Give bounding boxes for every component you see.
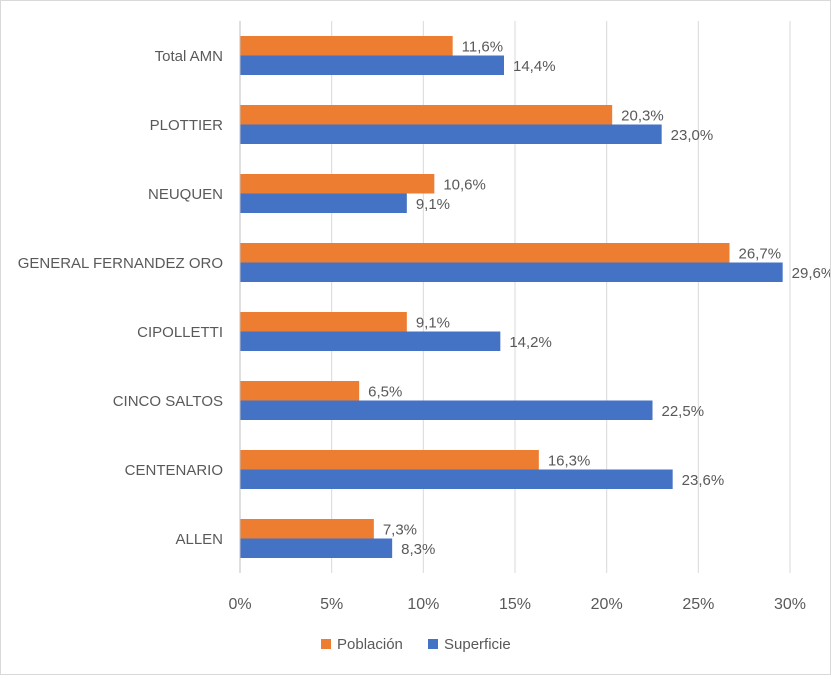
y-tick-label: Total AMN	[155, 48, 223, 65]
data-label: 20,3%	[621, 107, 664, 124]
legend: Población Superficie	[321, 636, 511, 653]
data-label: 6,5%	[368, 383, 402, 400]
legend-swatch	[321, 639, 331, 649]
x-tick-label: 15%	[499, 596, 531, 613]
bar-superficie	[240, 400, 653, 420]
y-tick-label: NEUQUEN	[148, 186, 223, 203]
data-label: 11,6%	[462, 38, 503, 55]
data-label: 10,6%	[443, 176, 486, 193]
bar-superficie	[240, 469, 673, 489]
data-label: 14,4%	[513, 58, 556, 75]
bar-poblacion	[240, 312, 407, 332]
x-tick-label: 25%	[682, 596, 714, 613]
data-label: 7,3%	[383, 521, 417, 538]
bar-superficie	[240, 262, 783, 282]
legend-label: Superficie	[444, 636, 511, 653]
data-label: 26,7%	[739, 245, 782, 262]
data-label: 9,1%	[416, 196, 450, 213]
y-tick-label: GENERAL FERNANDEZ ORO	[18, 255, 223, 272]
bar-poblacion	[240, 105, 613, 125]
x-tick-label: 5%	[320, 596, 343, 613]
data-label: 29,6%	[792, 265, 830, 282]
label-layer: 11,6% 14,4% 20,3% 23,0% 10,6% 9,1% 26,7% 29,6% 9…	[368, 38, 831, 558]
bar-poblacion	[240, 36, 453, 56]
legend-label: Población	[337, 636, 403, 653]
bar-superficie	[240, 538, 393, 558]
bar-poblacion	[240, 519, 374, 539]
y-tick-label: CIPOLLETTI	[137, 324, 223, 341]
grid-layer	[331, 21, 791, 573]
y-tick-label: CENTENARIO	[125, 462, 223, 479]
x-tick-label: 30%	[774, 596, 806, 613]
data-label: 23,6%	[682, 472, 725, 489]
y-tick-label: PLOTTIER	[150, 117, 224, 134]
bar-poblacion	[240, 243, 730, 263]
bar-superficie	[240, 193, 407, 213]
data-label: 14,2%	[509, 334, 552, 351]
legend-swatch	[428, 639, 438, 649]
x-tick-label: 20%	[591, 596, 623, 613]
bar-superficie	[240, 124, 662, 144]
bar-superficie	[240, 331, 501, 351]
bar-poblacion	[240, 450, 539, 470]
y-tick-label: CINCO SALTOS	[113, 393, 223, 410]
x-tick-label: 10%	[407, 596, 439, 613]
bar-superficie	[240, 55, 504, 75]
data-label: 9,1%	[416, 314, 450, 331]
y-tick-label: ALLEN	[175, 531, 223, 548]
data-label: 22,5%	[662, 403, 705, 420]
data-label: 23,0%	[671, 127, 714, 144]
data-label: 8,3%	[401, 541, 435, 558]
axis-layer: 0% 5% 10% 15% 20% 25% 30% Total AMN PLOTTIER NEUQ…	[18, 21, 806, 613]
x-tick-label: 0%	[228, 596, 251, 613]
data-label: 16,3%	[548, 452, 591, 469]
bar-layer	[240, 36, 783, 558]
bar-poblacion	[240, 381, 360, 401]
bar-poblacion	[240, 174, 435, 194]
